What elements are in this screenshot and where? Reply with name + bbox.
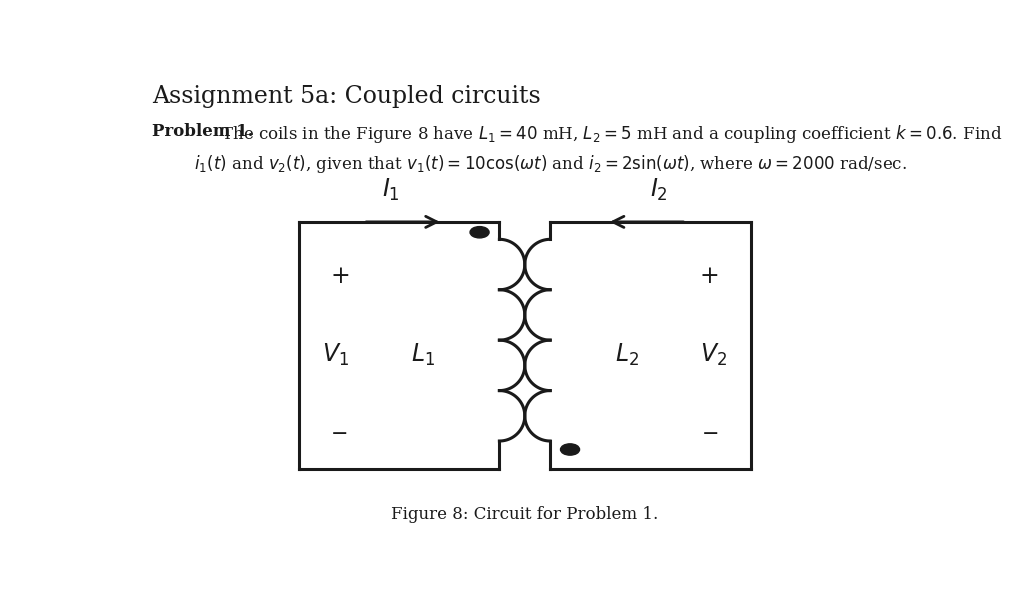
Text: The coils in the Figure 8 have $L_1 = 40$ mH, $L_2 = 5$ mH and a coupling coeffi: The coils in the Figure 8 have $L_1 = 40… <box>216 123 1002 145</box>
Text: $L_1$: $L_1$ <box>411 342 435 368</box>
Text: Figure 8: Circuit for Problem 1.: Figure 8: Circuit for Problem 1. <box>391 507 658 523</box>
Text: −: − <box>701 425 719 444</box>
Circle shape <box>470 226 489 238</box>
Text: $i_1(t)$ and $v_2(t)$, given that $v_1(t) = 10\cos(\omega t)$ and $i_2 = 2\sin(\: $i_1(t)$ and $v_2(t)$, given that $v_1(t… <box>152 152 907 174</box>
Text: Assignment 5a: Coupled circuits: Assignment 5a: Coupled circuits <box>152 85 541 108</box>
Text: −: − <box>331 425 348 444</box>
Text: $I_2$: $I_2$ <box>649 177 668 203</box>
Text: +: + <box>699 265 719 288</box>
Text: $L_2$: $L_2$ <box>614 342 639 368</box>
Text: $I_1$: $I_1$ <box>382 177 400 203</box>
Text: +: + <box>331 265 350 288</box>
Text: Problem 1.: Problem 1. <box>152 123 253 140</box>
Text: $V_2$: $V_2$ <box>700 342 727 368</box>
Circle shape <box>560 444 580 455</box>
Text: $V_1$: $V_1$ <box>323 342 349 368</box>
